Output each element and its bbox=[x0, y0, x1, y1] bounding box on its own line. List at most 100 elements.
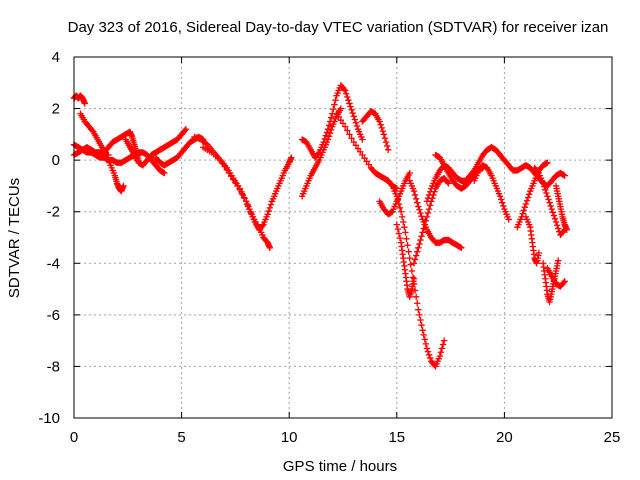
data-point bbox=[246, 205, 253, 213]
data-point bbox=[376, 118, 383, 125]
data-point bbox=[232, 179, 239, 186]
series-arc-14 bbox=[359, 107, 392, 154]
data-point bbox=[225, 169, 233, 177]
series-arc-21 bbox=[432, 151, 487, 192]
data-point bbox=[496, 193, 504, 200]
data-point bbox=[394, 225, 402, 233]
data-point bbox=[561, 278, 568, 285]
data-point bbox=[545, 196, 552, 203]
data-point bbox=[414, 300, 421, 307]
data-point bbox=[411, 191, 419, 199]
data-point bbox=[534, 168, 541, 175]
data-point bbox=[520, 207, 527, 214]
y-tick-labels: -10 -8 -6 -4 -2 0 2 4 bbox=[38, 49, 60, 427]
data-point bbox=[539, 180, 547, 187]
data-point bbox=[359, 151, 366, 159]
series-arc-19 bbox=[410, 174, 452, 267]
data-point bbox=[542, 186, 549, 193]
data-point bbox=[395, 230, 403, 237]
series-arc-29 bbox=[552, 182, 571, 233]
data-point bbox=[426, 202, 434, 209]
data-point bbox=[423, 213, 431, 221]
data-point bbox=[383, 142, 391, 150]
data-point bbox=[381, 135, 389, 142]
data-point bbox=[410, 260, 418, 267]
data-point bbox=[335, 113, 342, 121]
data-point bbox=[379, 127, 387, 135]
data-point bbox=[325, 122, 333, 129]
data-point bbox=[546, 199, 553, 206]
data-point bbox=[339, 120, 347, 127]
data-point bbox=[377, 121, 384, 128]
data-point bbox=[500, 202, 507, 210]
data-point bbox=[244, 202, 251, 209]
data-point bbox=[331, 101, 338, 108]
data-point bbox=[521, 204, 529, 211]
series-arc-17 bbox=[393, 221, 418, 301]
series-arc-4 bbox=[77, 110, 127, 195]
data-point bbox=[350, 113, 357, 120]
data-point bbox=[439, 341, 447, 348]
data-point bbox=[458, 244, 465, 252]
data-point bbox=[182, 126, 190, 133]
y-tick-label: 0 bbox=[52, 152, 60, 169]
data-point bbox=[240, 194, 248, 201]
data-point bbox=[524, 194, 532, 201]
data-point bbox=[407, 261, 414, 268]
data-point bbox=[332, 96, 339, 104]
data-point bbox=[380, 131, 388, 138]
data-point bbox=[418, 321, 425, 329]
data-point bbox=[405, 248, 412, 255]
data-point bbox=[499, 199, 506, 206]
data-point bbox=[419, 327, 426, 334]
plot-frame bbox=[73, 56, 613, 419]
y-tick-label: -4 bbox=[47, 255, 60, 272]
data-point bbox=[418, 233, 425, 240]
data-point bbox=[425, 351, 433, 359]
data-point bbox=[340, 86, 348, 93]
data-point bbox=[422, 217, 430, 224]
data-point bbox=[247, 209, 255, 217]
data-point bbox=[436, 352, 444, 360]
data-point bbox=[416, 206, 423, 213]
data-point bbox=[519, 210, 526, 217]
grid-lines bbox=[74, 57, 612, 418]
data-point bbox=[382, 138, 390, 146]
data-point bbox=[333, 110, 340, 117]
data-point bbox=[522, 200, 530, 208]
data-point bbox=[227, 173, 235, 180]
data-point bbox=[236, 186, 243, 193]
series-arc-10 bbox=[268, 154, 295, 205]
data-point bbox=[414, 199, 421, 206]
data-point bbox=[230, 176, 237, 183]
data-point bbox=[412, 252, 420, 259]
data-point bbox=[384, 146, 392, 154]
data-point bbox=[417, 236, 424, 244]
y-tick-label: -10 bbox=[38, 410, 60, 427]
series-arc-11 bbox=[298, 82, 366, 161]
data-point bbox=[553, 222, 561, 229]
data-point bbox=[221, 163, 228, 170]
chart-title: Day 323 of 2016, Sidereal Day-to-day VTE… bbox=[68, 19, 609, 36]
data-point bbox=[400, 218, 407, 226]
data-point bbox=[438, 345, 446, 352]
data-point bbox=[343, 90, 350, 97]
x-tick-label: 5 bbox=[177, 429, 185, 446]
data-point bbox=[397, 208, 405, 215]
data-point bbox=[346, 131, 353, 138]
data-point bbox=[394, 196, 402, 204]
data-point bbox=[325, 133, 333, 140]
data-point bbox=[563, 226, 571, 233]
data-point bbox=[535, 249, 543, 257]
data-point bbox=[408, 267, 416, 275]
data-point bbox=[423, 345, 431, 352]
x-tick-label: 25 bbox=[604, 429, 621, 446]
data-point bbox=[551, 215, 559, 223]
data-point bbox=[341, 123, 349, 130]
x-tick-label: 0 bbox=[70, 429, 78, 446]
series-arc-22 bbox=[471, 162, 512, 223]
y-tick-label: 2 bbox=[52, 101, 60, 118]
x-tick-label: 10 bbox=[281, 429, 298, 446]
